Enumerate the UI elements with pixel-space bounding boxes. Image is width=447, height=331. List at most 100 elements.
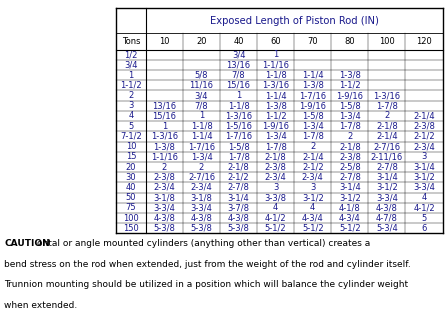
Text: 3-1/2: 3-1/2 bbox=[413, 173, 435, 182]
Text: 4-3/8: 4-3/8 bbox=[228, 213, 249, 222]
Text: 3-7/8: 3-7/8 bbox=[228, 203, 249, 213]
Text: 3-3/4: 3-3/4 bbox=[190, 203, 212, 213]
Text: 75: 75 bbox=[126, 203, 136, 213]
Text: 3/4: 3/4 bbox=[195, 91, 208, 100]
Text: 3: 3 bbox=[422, 152, 427, 161]
Text: 2-7/8: 2-7/8 bbox=[376, 163, 398, 171]
Text: 13/16: 13/16 bbox=[152, 101, 177, 110]
Text: 5-3/8: 5-3/8 bbox=[190, 224, 212, 233]
Text: 40: 40 bbox=[233, 37, 244, 46]
Text: 2-1/4: 2-1/4 bbox=[302, 152, 324, 161]
Text: 3-3/4: 3-3/4 bbox=[413, 183, 435, 192]
Text: 5-1/2: 5-1/2 bbox=[265, 224, 287, 233]
Text: 1-5/8: 1-5/8 bbox=[302, 112, 324, 120]
Text: 1-7/16: 1-7/16 bbox=[188, 142, 215, 151]
Text: when extended.: when extended. bbox=[4, 301, 78, 310]
Text: 1-1/2: 1-1/2 bbox=[120, 81, 142, 90]
Text: 2: 2 bbox=[310, 142, 316, 151]
Text: 4-3/4: 4-3/4 bbox=[339, 213, 361, 222]
Text: 150: 150 bbox=[123, 224, 139, 233]
Text: 2: 2 bbox=[347, 132, 352, 141]
Text: 2-3/8: 2-3/8 bbox=[339, 152, 361, 161]
Text: 3: 3 bbox=[273, 183, 278, 192]
Text: Exposed Length of Piston Rod (IN): Exposed Length of Piston Rod (IN) bbox=[210, 16, 379, 26]
Text: 1-3/8: 1-3/8 bbox=[153, 142, 175, 151]
Text: 1-9/16: 1-9/16 bbox=[299, 101, 326, 110]
Text: 3-1/2: 3-1/2 bbox=[339, 193, 361, 202]
Text: 2: 2 bbox=[128, 91, 134, 100]
Text: 50: 50 bbox=[126, 193, 136, 202]
Text: 4-1/2: 4-1/2 bbox=[413, 203, 435, 213]
Text: 3-1/2: 3-1/2 bbox=[302, 193, 324, 202]
Text: 1-7/8: 1-7/8 bbox=[302, 132, 324, 141]
Text: 2-7/8: 2-7/8 bbox=[339, 173, 361, 182]
Text: 1-1/8: 1-1/8 bbox=[190, 122, 212, 131]
Text: 2-7/8: 2-7/8 bbox=[228, 183, 249, 192]
Text: 1-1/4: 1-1/4 bbox=[265, 91, 287, 100]
Text: 1-3/8: 1-3/8 bbox=[339, 71, 361, 80]
Text: 3-1/4: 3-1/4 bbox=[413, 163, 435, 171]
Text: 3: 3 bbox=[310, 183, 316, 192]
Text: 2: 2 bbox=[199, 163, 204, 171]
Text: 6: 6 bbox=[422, 224, 427, 233]
Text: 1-3/16: 1-3/16 bbox=[225, 112, 252, 120]
Text: 2-7/16: 2-7/16 bbox=[188, 173, 215, 182]
Text: 10: 10 bbox=[159, 37, 170, 46]
Text: 4-7/8: 4-7/8 bbox=[376, 213, 398, 222]
Text: 100: 100 bbox=[379, 37, 395, 46]
Text: 3-3/4: 3-3/4 bbox=[153, 203, 175, 213]
Text: 1-3/4: 1-3/4 bbox=[302, 122, 324, 131]
Text: Tons: Tons bbox=[122, 37, 140, 46]
Text: 3/4: 3/4 bbox=[232, 50, 245, 59]
Text: 120: 120 bbox=[416, 37, 432, 46]
Text: bend stress on the rod when extended, just from the weight of the rod and cylind: bend stress on the rod when extended, ju… bbox=[4, 260, 411, 269]
Text: 1-5/8: 1-5/8 bbox=[228, 142, 249, 151]
Text: 3-1/4: 3-1/4 bbox=[339, 183, 361, 192]
Text: 1-3/8: 1-3/8 bbox=[302, 81, 324, 90]
Text: 2-3/4: 2-3/4 bbox=[302, 173, 324, 182]
Text: Trunnion mounting should be utilized in a position which will balance the cylind: Trunnion mounting should be utilized in … bbox=[4, 280, 409, 289]
Text: 1/2: 1/2 bbox=[124, 50, 138, 59]
Text: 3-1/4: 3-1/4 bbox=[376, 173, 398, 182]
Text: 100: 100 bbox=[123, 213, 139, 222]
Text: 80: 80 bbox=[345, 37, 355, 46]
Text: 5-3/8: 5-3/8 bbox=[153, 224, 175, 233]
Text: 2-3/4: 2-3/4 bbox=[190, 183, 212, 192]
Text: 1: 1 bbox=[236, 91, 241, 100]
Text: 2-3/4: 2-3/4 bbox=[413, 142, 435, 151]
Text: 1-7/16: 1-7/16 bbox=[299, 91, 326, 100]
Text: 30: 30 bbox=[126, 173, 136, 182]
Text: 3-3/8: 3-3/8 bbox=[265, 193, 287, 202]
Text: 1-9/16: 1-9/16 bbox=[262, 122, 289, 131]
Text: 1-3/16: 1-3/16 bbox=[373, 91, 401, 100]
Text: 2-1/8: 2-1/8 bbox=[339, 142, 361, 151]
Text: 2-1/2: 2-1/2 bbox=[413, 132, 435, 141]
Text: 2-3/8: 2-3/8 bbox=[265, 163, 287, 171]
Text: 1: 1 bbox=[199, 112, 204, 120]
Text: 2-1/8: 2-1/8 bbox=[228, 163, 249, 171]
Text: 1-3/4: 1-3/4 bbox=[190, 152, 212, 161]
Text: ontal or angle mounted cylinders (anything other than vertical) creates a: ontal or angle mounted cylinders (anythi… bbox=[37, 239, 370, 248]
Text: 5-3/8: 5-3/8 bbox=[228, 224, 249, 233]
Text: 2-3/4: 2-3/4 bbox=[265, 173, 287, 182]
Text: 2-3/8: 2-3/8 bbox=[413, 122, 435, 131]
Text: 60: 60 bbox=[270, 37, 281, 46]
Text: 2-7/16: 2-7/16 bbox=[373, 142, 401, 151]
Text: 1-1/8: 1-1/8 bbox=[228, 101, 249, 110]
Text: 2-5/8: 2-5/8 bbox=[339, 163, 361, 171]
Text: 1-9/16: 1-9/16 bbox=[336, 91, 363, 100]
Text: 2-1/4: 2-1/4 bbox=[376, 132, 398, 141]
Text: 1-1/4: 1-1/4 bbox=[302, 71, 324, 80]
Text: 4-3/4: 4-3/4 bbox=[302, 213, 324, 222]
Text: 4: 4 bbox=[310, 203, 316, 213]
Text: 2-1/2: 2-1/2 bbox=[302, 163, 324, 171]
Text: 7/8: 7/8 bbox=[195, 101, 208, 110]
Text: 5-1/2: 5-1/2 bbox=[339, 224, 361, 233]
Text: 1-1/4: 1-1/4 bbox=[191, 132, 212, 141]
Text: 1-1/16: 1-1/16 bbox=[151, 152, 178, 161]
Text: CAUTION: CAUTION bbox=[4, 239, 50, 248]
Text: 5-3/4: 5-3/4 bbox=[376, 224, 398, 233]
Text: 3-1/2: 3-1/2 bbox=[376, 183, 398, 192]
Text: 1-7/8: 1-7/8 bbox=[228, 152, 249, 161]
Text: 4-1/2: 4-1/2 bbox=[265, 213, 287, 222]
